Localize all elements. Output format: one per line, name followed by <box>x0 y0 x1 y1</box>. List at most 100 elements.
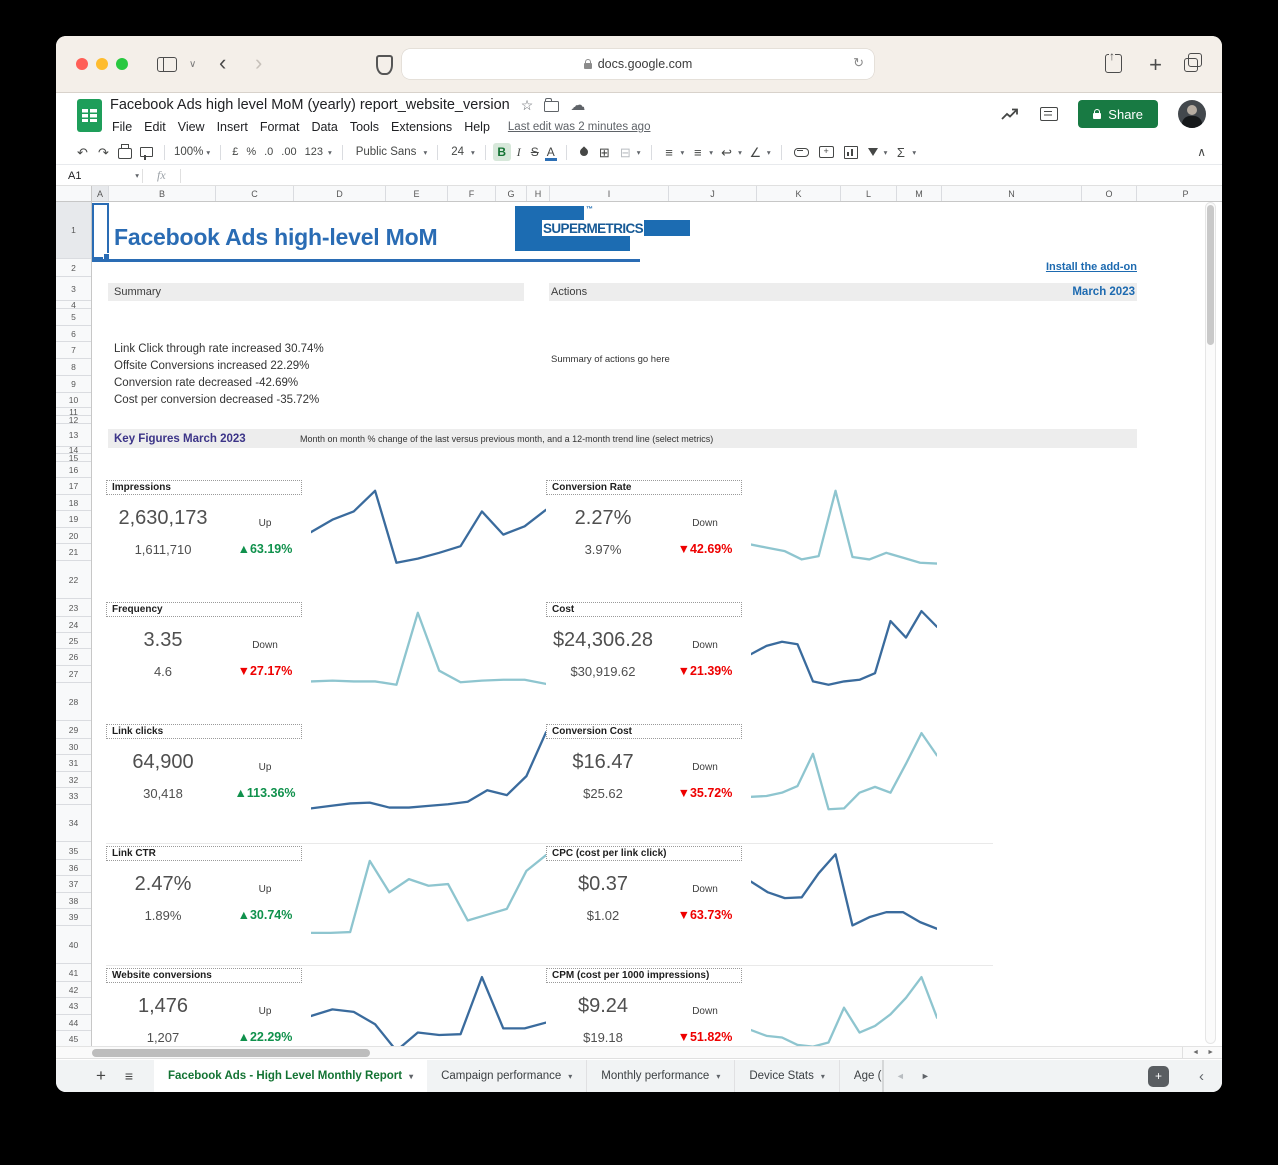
row-header[interactable]: 12 <box>56 416 91 424</box>
avatar[interactable] <box>1178 100 1206 128</box>
menu-item[interactable]: Help <box>464 120 490 134</box>
privacy-shield-icon[interactable] <box>376 55 393 75</box>
row-header[interactable]: 37 <box>56 876 91 893</box>
row-header[interactable]: 40 <box>56 926 91 964</box>
row-header[interactable]: 3 <box>56 277 91 301</box>
row-header[interactable]: 23 <box>56 599 91 617</box>
row-header[interactable]: 34 <box>56 805 91 842</box>
column-header[interactable]: B <box>109 186 216 201</box>
zoom-select[interactable]: 100% <box>174 146 204 158</box>
scroll-left-icon[interactable]: ◄ <box>1192 1049 1200 1056</box>
row-header[interactable]: 28 <box>56 683 91 721</box>
column-header[interactable]: A <box>92 186 109 201</box>
row-header[interactable]: 41 <box>56 964 91 982</box>
add-sheet-button[interactable]: + <box>96 1066 106 1085</box>
row-header[interactable]: 43 <box>56 998 91 1015</box>
metric-card[interactable]: Website conversions 1,476 Up 1,207 ▲22.2… <box>106 966 546 1046</box>
last-edit-link[interactable]: Last edit was 2 minutes ago <box>507 121 651 133</box>
side-panel-icon[interactable]: + <box>1148 1065 1169 1087</box>
sparkline-chart[interactable] <box>311 966 546 1046</box>
column-header[interactable]: C <box>216 186 294 201</box>
comment-history-icon[interactable] <box>1040 107 1059 121</box>
functions-icon[interactable]: Σ <box>896 144 905 160</box>
scroll-right-icon[interactable]: ► <box>1207 1049 1214 1056</box>
row-header[interactable]: 4 <box>56 301 91 309</box>
column-header[interactable]: K <box>757 186 841 201</box>
collapse-panel-icon[interactable]: ‹ <box>1199 1067 1204 1085</box>
sheet-tab-menu-icon[interactable]: ▾ <box>568 1071 573 1081</box>
minimize-button[interactable] <box>96 58 108 70</box>
metric-card[interactable]: Conversion Cost $16.47 Down $25.62 ▼35.7… <box>546 722 993 844</box>
vertical-align-icon[interactable]: ≡ <box>694 144 702 160</box>
row-header[interactable]: 9 <box>56 376 91 393</box>
sheets-logo-icon[interactable] <box>77 99 102 132</box>
strikethrough-button[interactable]: S <box>530 145 539 159</box>
row-header[interactable]: 11 <box>56 408 91 416</box>
vertical-scrollbar[interactable] <box>1205 202 1216 1044</box>
menu-item[interactable]: Data <box>311 120 338 134</box>
zoom-button[interactable] <box>116 58 128 70</box>
insert-chart-icon[interactable] <box>843 145 858 159</box>
refresh-icon[interactable]: ↻ <box>853 55 864 70</box>
column-header[interactable]: J <box>669 186 757 201</box>
install-addon-link[interactable]: Install the add-on <box>1045 261 1137 273</box>
row-header[interactable]: 42 <box>56 982 91 998</box>
menu-item[interactable]: Insert <box>216 120 248 134</box>
sparkline-chart[interactable] <box>311 722 546 843</box>
menu-item[interactable]: Tools <box>349 120 380 134</box>
sheet-tab[interactable]: Monthly performance ▾ <box>587 1060 736 1092</box>
metric-card[interactable]: CPM (cost per 1000 impressions) $9.24 Do… <box>546 966 993 1046</box>
metric-card[interactable]: Link CTR 2.47% Up 1.89% ▲30.74% <box>106 844 546 966</box>
insert-comment-icon[interactable]: + <box>818 146 834 158</box>
row-header[interactable]: 27 <box>56 666 91 683</box>
row-header[interactable]: 30 <box>56 739 91 755</box>
italic-button[interactable]: I <box>516 144 521 159</box>
row-header[interactable]: 1 <box>56 202 91 259</box>
row-header[interactable]: 14 <box>56 447 91 454</box>
menu-item[interactable]: Format <box>259 120 300 134</box>
row-header[interactable]: 24 <box>56 617 91 633</box>
row-header[interactable]: 19 <box>56 511 91 528</box>
document-title[interactable]: Facebook Ads high level MoM (yearly) rep… <box>110 97 510 113</box>
share-button[interactable]: Share <box>1078 100 1158 128</box>
sparkline-chart[interactable] <box>751 600 993 722</box>
row-header[interactable]: 25 <box>56 633 91 649</box>
paint-format-icon[interactable] <box>140 147 153 160</box>
sheet-tab-menu-icon[interactable]: ▾ <box>716 1071 721 1081</box>
menu-item[interactable]: File <box>112 120 133 134</box>
hide-menus-icon[interactable]: ∧ <box>1197 145 1206 159</box>
column-header[interactable]: O <box>1082 186 1137 201</box>
row-header[interactable]: 38 <box>56 893 91 909</box>
row-header[interactable]: 20 <box>56 528 91 544</box>
sparkline-chart[interactable] <box>751 722 993 843</box>
sheet-tab[interactable]: Device Stats ▾ <box>735 1060 840 1092</box>
font-size-select[interactable]: 24 <box>451 146 464 158</box>
row-header[interactable]: 13 <box>56 424 91 447</box>
text-rotation-icon[interactable]: ∠ <box>749 144 762 160</box>
sparkline-chart[interactable] <box>311 600 546 722</box>
spark-history-icon[interactable] <box>1000 107 1020 121</box>
metric-card[interactable]: Impressions 2,630,173 Up 1,611,710 ▲63.1… <box>106 478 546 600</box>
name-box[interactable]: A1 ▾ <box>68 169 139 182</box>
column-header[interactable]: D <box>294 186 386 201</box>
increase-decimal-button[interactable]: .00 <box>281 146 297 158</box>
column-header[interactable]: G <box>496 186 527 201</box>
currency-format-button[interactable]: £ <box>232 146 239 158</box>
share-page-icon[interactable] <box>1105 51 1122 73</box>
metric-card[interactable]: Cost $24,306.28 Down $30,919.62 ▼21.39% <box>546 600 993 722</box>
horizontal-align-icon[interactable]: ≡ <box>665 144 673 160</box>
row-header[interactable]: 5 <box>56 309 91 326</box>
menu-item[interactable]: View <box>177 120 205 134</box>
redo-icon[interactable]: ↷ <box>98 144 109 160</box>
metric-card[interactable]: CPC (cost per link click) $0.37 Down $1.… <box>546 844 993 966</box>
fill-color-icon[interactable] <box>578 146 590 158</box>
row-header[interactable]: 44 <box>56 1015 91 1031</box>
row-header[interactable]: 33 <box>56 788 91 805</box>
row-header[interactable]: 6 <box>56 326 91 342</box>
sparkline-chart[interactable] <box>751 478 993 600</box>
undo-icon[interactable]: ↶ <box>77 144 88 160</box>
row-header[interactable]: 8 <box>56 359 91 376</box>
sparkline-chart[interactable] <box>311 478 546 600</box>
new-tab-button[interactable]: + <box>1149 52 1162 77</box>
horizontal-scrollbar-thumb[interactable] <box>92 1049 370 1057</box>
